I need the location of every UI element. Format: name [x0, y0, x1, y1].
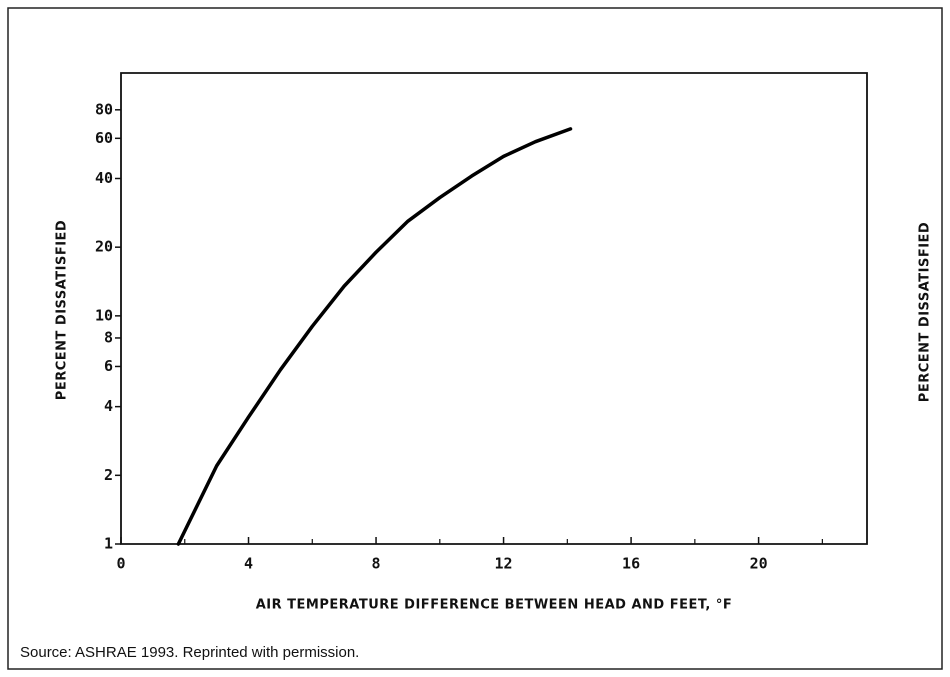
x-tick-label: 0	[116, 555, 125, 573]
x-tick-label: 12	[495, 555, 513, 573]
y-tick-label: 6	[104, 357, 113, 375]
y-tick-label: 1	[104, 535, 113, 553]
data-line	[176, 127, 573, 546]
y-tick-label: 80	[95, 100, 113, 118]
y-axis-label: PERCENT DISSATISFIED	[55, 220, 70, 400]
x-tick-label: 4	[244, 555, 253, 573]
x-tick-label: 20	[750, 555, 768, 573]
y-tick-label: 40	[95, 169, 113, 187]
x-tick-label: 16	[622, 555, 640, 573]
source-note: Source: ASHRAE 1993. Reprinted with perm…	[20, 644, 359, 661]
x-axis-label: AIR TEMPERATURE DIFFERENCE BETWEEN HEAD …	[256, 598, 732, 613]
right-y-axis-label: PERCENT DISSATISFIED	[918, 222, 933, 402]
y-tick-label: 10	[95, 306, 113, 324]
x-tick-label: 8	[372, 555, 381, 573]
y-tick-label: 8	[104, 328, 113, 346]
y-tick-label: 60	[95, 129, 113, 147]
y-tick-label: 20	[95, 238, 113, 256]
plot-box	[120, 72, 868, 545]
y-tick-label: 4	[104, 397, 113, 415]
y-tick-label: 2	[104, 466, 113, 484]
frame	[7, 7, 943, 670]
